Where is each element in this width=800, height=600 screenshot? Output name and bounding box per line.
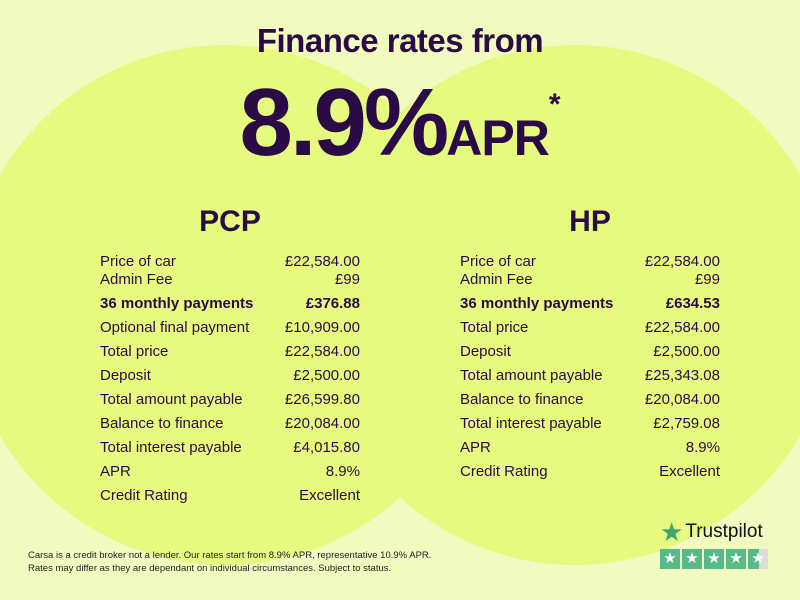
pcp-plan: PCP Price of car £22,584.00 Admin Fee £99 36… xyxy=(100,205,360,511)
trustpilot-badge[interactable]: ★ Trustpilot ★ ★ ★ ★ ★ xyxy=(660,519,772,569)
trustpilot-rating-stars: ★ ★ ★ ★ ★ xyxy=(660,549,772,569)
rate-suffix: APR xyxy=(446,110,550,166)
pcp-row: Price of car £22,584.00 xyxy=(100,253,360,271)
rating-star-icon: ★ xyxy=(704,549,724,569)
hp-row-label: Total price xyxy=(460,319,529,336)
hp-row: Total amount payable £25,343.08 xyxy=(460,367,720,385)
pcp-row-label: Optional final payment xyxy=(100,319,250,336)
hp-title: HP xyxy=(569,205,611,238)
pcp-row: Credit Rating Excellent xyxy=(100,487,360,505)
hp-row: Total price £22,584.00 xyxy=(460,319,720,337)
hp-plan: HP Price of car £22,584.00 Admin Fee £99 36 … xyxy=(460,205,720,487)
hp-row-value: £634.53 xyxy=(665,295,720,312)
hp-row: Admin Fee £99 xyxy=(460,271,720,289)
hp-row-label: APR xyxy=(460,439,491,456)
pcp-row-label: 36 monthly payments xyxy=(100,295,254,312)
pcp-row-label: Total price xyxy=(100,343,169,360)
rating-star-icon: ★ xyxy=(748,549,768,569)
pcp-row-label: Price of car xyxy=(100,253,176,270)
rate-asterisk: * xyxy=(548,88,561,121)
pcp-row: Total price £22,584.00 xyxy=(100,343,360,361)
pcp-row-label: Balance to finance xyxy=(100,415,224,432)
pcp-row-label: Deposit xyxy=(100,367,151,384)
pcp-row-label: Total interest payable xyxy=(100,439,242,456)
background-circle-right xyxy=(315,45,800,565)
headline: Finance rates from xyxy=(256,22,544,59)
hp-row-label: Admin Fee xyxy=(460,271,533,288)
pcp-row-value: £4,015.80 xyxy=(293,439,360,456)
pcp-row-label: APR xyxy=(100,463,131,480)
pcp-row-label: Total amount payable xyxy=(100,391,243,408)
hp-row-label: Deposit xyxy=(460,343,511,360)
hp-row-value: £25,343.08 xyxy=(644,367,720,384)
hp-row-value: Excellent xyxy=(659,463,720,480)
pcp-row: Admin Fee £99 xyxy=(100,271,360,289)
pcp-row-value: £10,909.00 xyxy=(284,319,360,336)
pcp-row: Balance to finance £20,084.00 xyxy=(100,415,360,433)
pcp-row-label: Admin Fee xyxy=(100,271,173,288)
hp-row-value: 8.9% xyxy=(685,439,720,456)
pcp-row-value: £22,584.00 xyxy=(284,343,360,360)
disclaimer: Carsa is a credit broker not a lender. O… xyxy=(28,549,431,575)
rate-banner: 8.9%APR* xyxy=(0,68,800,178)
hp-row-label: Total amount payable xyxy=(460,367,603,384)
pcp-row-value: £20,084.00 xyxy=(284,415,360,432)
hp-row-value: £20,084.00 xyxy=(644,391,720,408)
trustpilot-name: Trustpilot xyxy=(685,521,763,542)
hp-row-label: Balance to finance xyxy=(460,391,584,408)
disclaimer-line-2: Rates may differ as they are dependant o… xyxy=(28,563,392,574)
hp-row-label: Price of car xyxy=(460,253,536,270)
pcp-row: APR 8.9% xyxy=(100,463,360,481)
hp-row: APR 8.9% xyxy=(460,439,720,457)
hp-row-value: £2,759.08 xyxy=(653,415,720,432)
hp-row-label: 36 monthly payments xyxy=(460,295,614,312)
pcp-row-value: £26,599.80 xyxy=(284,391,360,408)
pcp-row: Total interest payable £4,015.80 xyxy=(100,439,360,457)
hp-row: 36 monthly payments £634.53 xyxy=(460,295,720,313)
pcp-row-value: £99 xyxy=(334,271,360,288)
hp-row: Price of car £22,584.00 xyxy=(460,253,720,271)
star-icon: ★ xyxy=(660,517,684,547)
hp-row-value: £99 xyxy=(694,271,720,288)
hp-row: Total interest payable £2,759.08 xyxy=(460,415,720,433)
hp-row-value: £22,584.00 xyxy=(644,253,720,270)
rate-value: 8.9% xyxy=(239,69,449,176)
pcp-row-value: £22,584.00 xyxy=(284,253,360,270)
hp-row: Credit Rating Excellent xyxy=(460,463,720,481)
pcp-row-value: Excellent xyxy=(299,487,360,504)
hp-row-label: Credit Rating xyxy=(460,463,548,480)
pcp-row-value: £2,500.00 xyxy=(293,367,360,384)
pcp-row: Optional final payment £10,909.00 xyxy=(100,319,360,337)
pcp-title: PCP xyxy=(199,205,261,238)
hp-row-value: £22,584.00 xyxy=(644,319,720,336)
rating-star-icon: ★ xyxy=(682,549,702,569)
pcp-row: Total amount payable £26,599.80 xyxy=(100,391,360,409)
pcp-row-label: Credit Rating xyxy=(100,487,188,504)
pcp-row: 36 monthly payments £376.88 xyxy=(100,295,360,313)
pcp-row-value: 8.9% xyxy=(325,463,360,480)
hp-row: Balance to finance £20,084.00 xyxy=(460,391,720,409)
trustpilot-logo: ★ Trustpilot xyxy=(660,519,772,545)
rating-star-icon: ★ xyxy=(660,549,680,569)
rating-star-icon: ★ xyxy=(726,549,746,569)
disclaimer-line-1: Carsa is a credit broker not a lender. O… xyxy=(28,550,432,561)
pcp-row: Deposit £2,500.00 xyxy=(100,367,360,385)
hp-row: Deposit £2,500.00 xyxy=(460,343,720,361)
hp-row-value: £2,500.00 xyxy=(653,343,720,360)
hp-row-label: Total interest payable xyxy=(460,415,602,432)
pcp-row-value: £376.88 xyxy=(305,295,360,312)
